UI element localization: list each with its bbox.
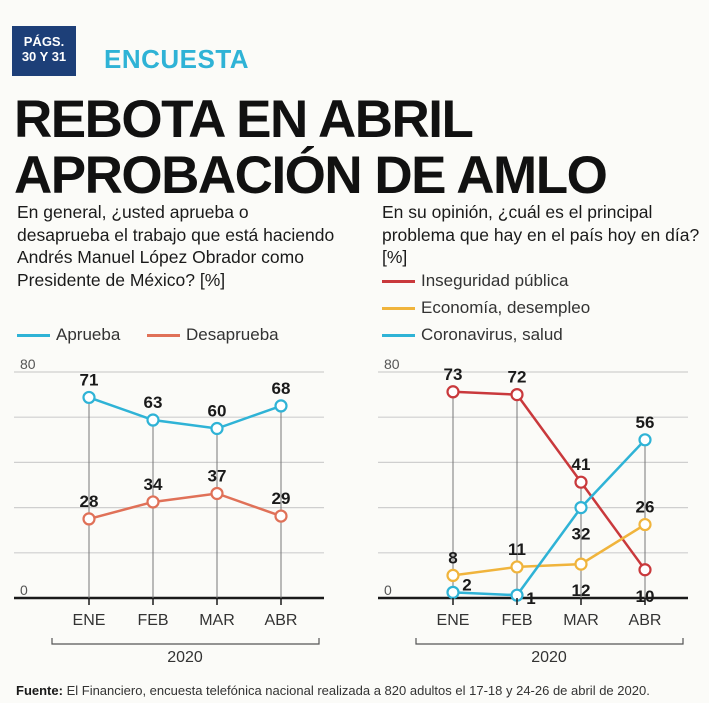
legend-label-economia: Economía, desempleo	[421, 298, 591, 317]
legend-label-coronavirus: Coronavirus, salud	[421, 325, 563, 344]
data-point	[146, 495, 160, 509]
x-tick-label: ABR	[629, 612, 662, 629]
data-point	[146, 413, 160, 427]
series-line	[88, 396, 282, 430]
data-label: 12	[572, 581, 591, 600]
series-line	[88, 492, 282, 521]
data-label: 1	[526, 589, 535, 608]
x-tick-label: FEB	[137, 612, 168, 629]
approval-chart: 80 0 71 63 60 68 28 34 37 29 ENE FEB MAR ABR 2020	[14, 356, 324, 666]
legend-inseguridad: Inseguridad pública	[382, 271, 568, 291]
data-point	[82, 390, 96, 405]
data-point	[574, 557, 588, 571]
source-label: Fuente:	[16, 683, 63, 698]
data-point	[510, 560, 524, 574]
legend-swatch-economia	[382, 306, 415, 310]
source-text: El Financiero, encuesta telefónica nacio…	[66, 683, 650, 698]
problems-chart: 80 0 73 72 41 10 8 11 12 26 2 1 32 56 ENE FEB MAR ABR 2020	[378, 356, 688, 666]
data-point	[274, 509, 288, 523]
series-line	[452, 390, 647, 571]
data-label: 37	[208, 466, 227, 485]
legend-swatch-aprueba	[17, 333, 50, 337]
data-label: 28	[80, 492, 99, 511]
right-question: En su opinión, ¿cuál es el principal pro…	[382, 202, 700, 267]
data-point	[574, 501, 588, 515]
data-point	[210, 486, 224, 501]
year-bracket	[51, 638, 320, 645]
headline: REBOTA EN ABRIL APROBACIÓN DE AMLO	[14, 90, 608, 205]
data-point	[446, 568, 460, 582]
data-label: 63	[144, 393, 163, 412]
data-label: 11	[508, 540, 526, 559]
series-line	[452, 523, 646, 577]
legend-coronavirus: Coronavirus, salud	[382, 325, 563, 345]
left-question: En general, ¿usted aprueba o desaprueba …	[17, 202, 335, 290]
y-tick-label: 0	[384, 582, 392, 598]
legend-swatch-inseguridad	[382, 279, 415, 283]
series-line	[452, 438, 646, 597]
year-label: 2020	[167, 649, 203, 666]
data-label: 71	[80, 370, 99, 389]
legend-label-desaprueba: Desaprueba	[186, 325, 279, 344]
data-point	[638, 517, 652, 532]
data-label: 34	[144, 475, 163, 494]
data-point	[446, 585, 460, 599]
data-label: 2	[462, 575, 471, 594]
source-note: Fuente: El Financiero, encuesta telefóni…	[16, 683, 650, 698]
legend-swatch-desaprueba	[147, 333, 180, 337]
data-label: 32	[572, 525, 591, 544]
data-label: 73	[444, 365, 463, 384]
year-bracket	[415, 638, 684, 645]
data-label: 60	[208, 402, 227, 421]
x-tick-label: FEB	[501, 612, 532, 629]
x-tick-label: ENE	[437, 612, 470, 629]
data-point	[638, 433, 652, 447]
data-point	[82, 512, 96, 526]
x-tick-label: ENE	[73, 612, 106, 629]
data-point	[574, 475, 588, 489]
data-label: 29	[272, 489, 291, 508]
data-label: 72	[508, 368, 527, 387]
x-tick-label: MAR	[199, 612, 235, 629]
data-label: 41	[572, 455, 591, 474]
legend-desaprueba: Desaprueba	[147, 325, 279, 345]
y-tick-label: 80	[384, 356, 400, 372]
section-tag: ENCUESTA	[104, 44, 250, 74]
year-label: 2020	[531, 649, 567, 666]
y-tick-label: 0	[20, 582, 28, 598]
pages-badge: PÁGS. 30 Y 31	[12, 26, 76, 76]
headline-line1: REBOTA EN ABRIL	[14, 90, 474, 149]
legend-swatch-coronavirus	[382, 333, 415, 337]
data-point	[210, 421, 224, 436]
data-point	[274, 399, 288, 413]
data-label: 68	[272, 379, 291, 398]
data-point	[510, 387, 524, 402]
legend-aprueba: Aprueba	[17, 325, 120, 345]
data-point	[446, 385, 460, 399]
data-point	[638, 563, 652, 577]
legend-label-inseguridad: Inseguridad pública	[421, 271, 569, 290]
data-label: 8	[448, 548, 457, 567]
legend-economia: Economía, desempleo	[382, 298, 590, 318]
pages-badge-line2: 30 Y 31	[21, 49, 67, 64]
headline-line2: APROBACIÓN DE AMLO	[14, 146, 608, 205]
y-tick-label: 80	[20, 356, 36, 372]
data-label: 26	[636, 498, 655, 517]
pages-badge-line1: PÁGS.	[23, 34, 65, 49]
x-tick-label: MAR	[563, 612, 599, 629]
data-label: 10	[636, 587, 655, 606]
data-label: 56	[636, 413, 655, 432]
x-tick-label: ABR	[265, 612, 298, 629]
legend-label-aprueba: Aprueba	[56, 325, 121, 344]
